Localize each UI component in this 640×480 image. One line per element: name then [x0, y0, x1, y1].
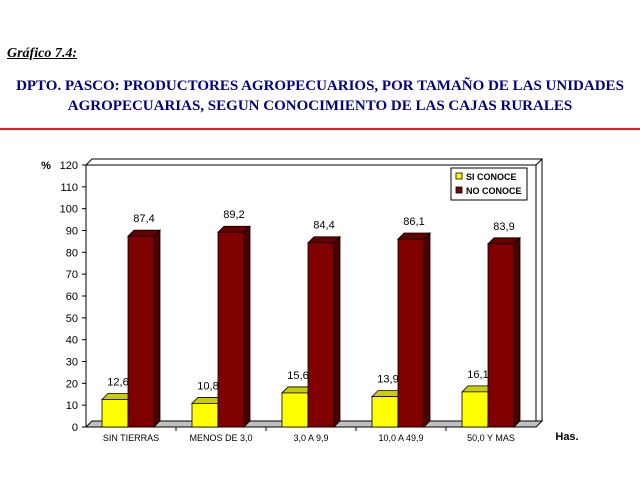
- legend-box: [450, 167, 528, 201]
- bar-side: [423, 232, 431, 428]
- x-tick-label: 50,0 Y MAS: [467, 433, 515, 443]
- data-label: 86,1: [403, 216, 424, 228]
- x-tick-label: 3,0 A 9,9: [293, 433, 328, 443]
- y-tick-label: 120: [60, 160, 78, 172]
- bar: [397, 238, 425, 428]
- legend-swatch: [455, 186, 463, 194]
- bar: [217, 231, 245, 428]
- y-tick-label: 100: [60, 204, 78, 216]
- x-tick-label: MENOS DE 3,0: [189, 433, 252, 443]
- y-tick-label: 50: [66, 313, 78, 325]
- x-tick-label: SIN TIERRAS: [103, 433, 159, 443]
- bar-top: [307, 236, 341, 244]
- bar: [127, 235, 155, 428]
- bar-side: [243, 225, 251, 428]
- y-tick-label: 10: [66, 400, 78, 412]
- y-tick-label: 40: [66, 335, 78, 347]
- bar-side: [333, 235, 341, 428]
- y-tick-label: 70: [66, 269, 78, 281]
- chart-title: DPTO. PASCO: PRODUCTORES AGROPECUARIOS, …: [0, 76, 640, 116]
- plot-back-top: [84, 158, 544, 166]
- bar-top: [397, 232, 431, 240]
- x-tick-label: 10,0 A 49,9: [378, 433, 423, 443]
- data-label: 12,6: [107, 376, 128, 388]
- y-tick-label: 80: [66, 247, 78, 259]
- bar-side: [153, 229, 161, 428]
- legend-entry: SI CONOCE: [466, 172, 517, 182]
- bar-top: [217, 225, 251, 233]
- bar: [487, 243, 515, 428]
- chart-title-line-1: DPTO. PASCO: PRODUCTORES AGROPECUARIOS, …: [16, 78, 624, 94]
- y-tick-label: 30: [66, 357, 78, 369]
- bar: [371, 396, 399, 428]
- bar: [281, 392, 309, 428]
- y-tick-label: 60: [66, 291, 78, 303]
- data-label: 89,2: [223, 209, 244, 221]
- y-axis-label: %: [41, 160, 51, 172]
- y-tick-label: 20: [66, 378, 78, 390]
- data-label: 13,9: [377, 374, 398, 386]
- bar: [191, 403, 219, 428]
- x-axis-label: Has.: [555, 431, 578, 443]
- bar-top: [127, 229, 161, 237]
- y-tick-label: 0: [72, 422, 78, 434]
- chart-title-line-2: AGROPECUARIAS, SEGUN CONOCIMIENTO DE LAS…: [67, 98, 573, 114]
- data-label: 15,6: [287, 370, 308, 382]
- legend-swatch: [455, 172, 463, 180]
- y-tick-label: 110: [60, 182, 78, 194]
- y-tick-label: 90: [66, 226, 78, 238]
- data-label: 84,4: [313, 220, 334, 232]
- bar: [307, 242, 335, 428]
- figure-caption: Gráfico 7.4:: [7, 46, 77, 61]
- data-label: 83,9: [493, 221, 514, 233]
- bar: [101, 399, 129, 428]
- bar-top: [487, 237, 521, 245]
- data-label: 87,4: [133, 213, 154, 225]
- data-label: 10,8: [197, 380, 218, 392]
- title-divider: [0, 128, 640, 130]
- legend-entry: NO CONOCE: [466, 186, 522, 196]
- bar: [461, 391, 489, 428]
- data-label: 16,1: [467, 369, 488, 381]
- bar-side: [513, 236, 521, 428]
